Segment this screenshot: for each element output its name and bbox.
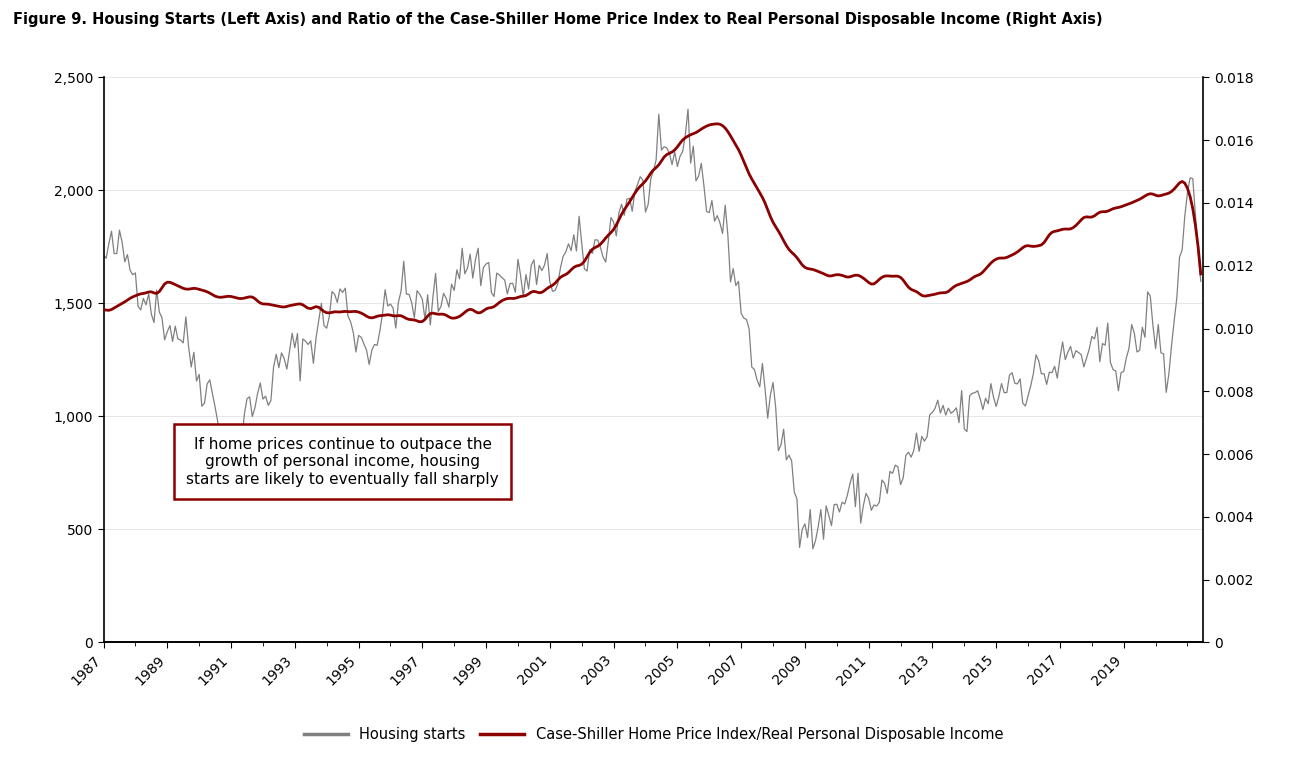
Text: Figure 9. Housing Starts (Left Axis) and Ratio of the Case-Shiller Home Price In: Figure 9. Housing Starts (Left Axis) and… bbox=[13, 12, 1102, 26]
Text: If home prices continue to outpace the
growth of personal income, housing
starts: If home prices continue to outpace the g… bbox=[186, 437, 499, 487]
Legend: Housing starts, Case-Shiller Home Price Index/Real Personal Disposable Income: Housing starts, Case-Shiller Home Price … bbox=[298, 721, 1009, 748]
